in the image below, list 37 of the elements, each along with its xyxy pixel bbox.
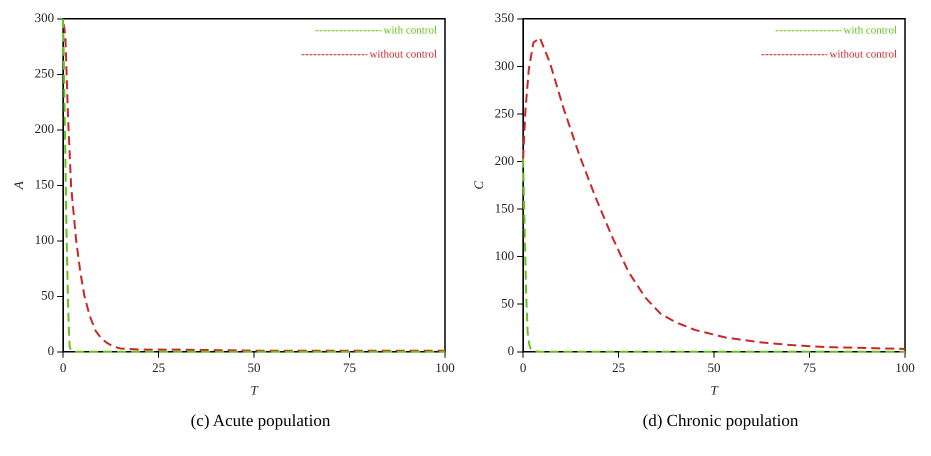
y-axis-title: A bbox=[11, 181, 26, 190]
y-axis-title: C bbox=[471, 180, 486, 190]
line-series bbox=[522, 158, 906, 353]
text: (c) Acute population bbox=[190, 411, 332, 431]
x-tick-label: 75 bbox=[803, 360, 816, 376]
line-series bbox=[522, 36, 906, 350]
x-tick-label: 0 bbox=[520, 360, 526, 376]
x-tick-label: 25 bbox=[612, 360, 626, 376]
text: without control bbox=[829, 48, 898, 61]
y-tick-label: 250 bbox=[494, 105, 514, 120]
y-tick-label: 300 bbox=[34, 10, 54, 26]
y-tick-label: 0 bbox=[508, 343, 514, 358]
text: with control bbox=[384, 24, 438, 37]
y-tick-label: 100 bbox=[494, 248, 514, 264]
y-tick-label: 350 bbox=[494, 10, 514, 26]
y-tick-label: 150 bbox=[34, 176, 54, 192]
y-tick-label: 250 bbox=[34, 66, 54, 81]
x-axis-title: T bbox=[250, 382, 258, 398]
x-axis-title: T bbox=[710, 382, 718, 398]
x-tick-label: 75 bbox=[343, 360, 356, 376]
y-tick-label: 100 bbox=[34, 232, 54, 248]
x-tick-label: 50 bbox=[248, 360, 261, 376]
y-tick-label: 0 bbox=[48, 343, 54, 358]
x-tick-label: 100 bbox=[895, 360, 915, 376]
x-tick-label: 25 bbox=[152, 360, 166, 376]
x-tick-label: 100 bbox=[435, 360, 455, 376]
text: (d) Chronic population bbox=[642, 411, 800, 431]
y-tick-label: 300 bbox=[494, 58, 514, 73]
text: without control bbox=[369, 48, 438, 61]
y-tick-label: 150 bbox=[494, 200, 514, 216]
text: with control bbox=[844, 24, 898, 37]
y-tick-label: 200 bbox=[494, 152, 514, 168]
y-tick-label: 200 bbox=[34, 121, 54, 136]
x-tick-label: 50 bbox=[708, 360, 721, 376]
y-tick-label: 50 bbox=[41, 288, 54, 303]
y-tick-label: 50 bbox=[501, 296, 514, 311]
x-tick-label: 0 bbox=[60, 360, 66, 376]
